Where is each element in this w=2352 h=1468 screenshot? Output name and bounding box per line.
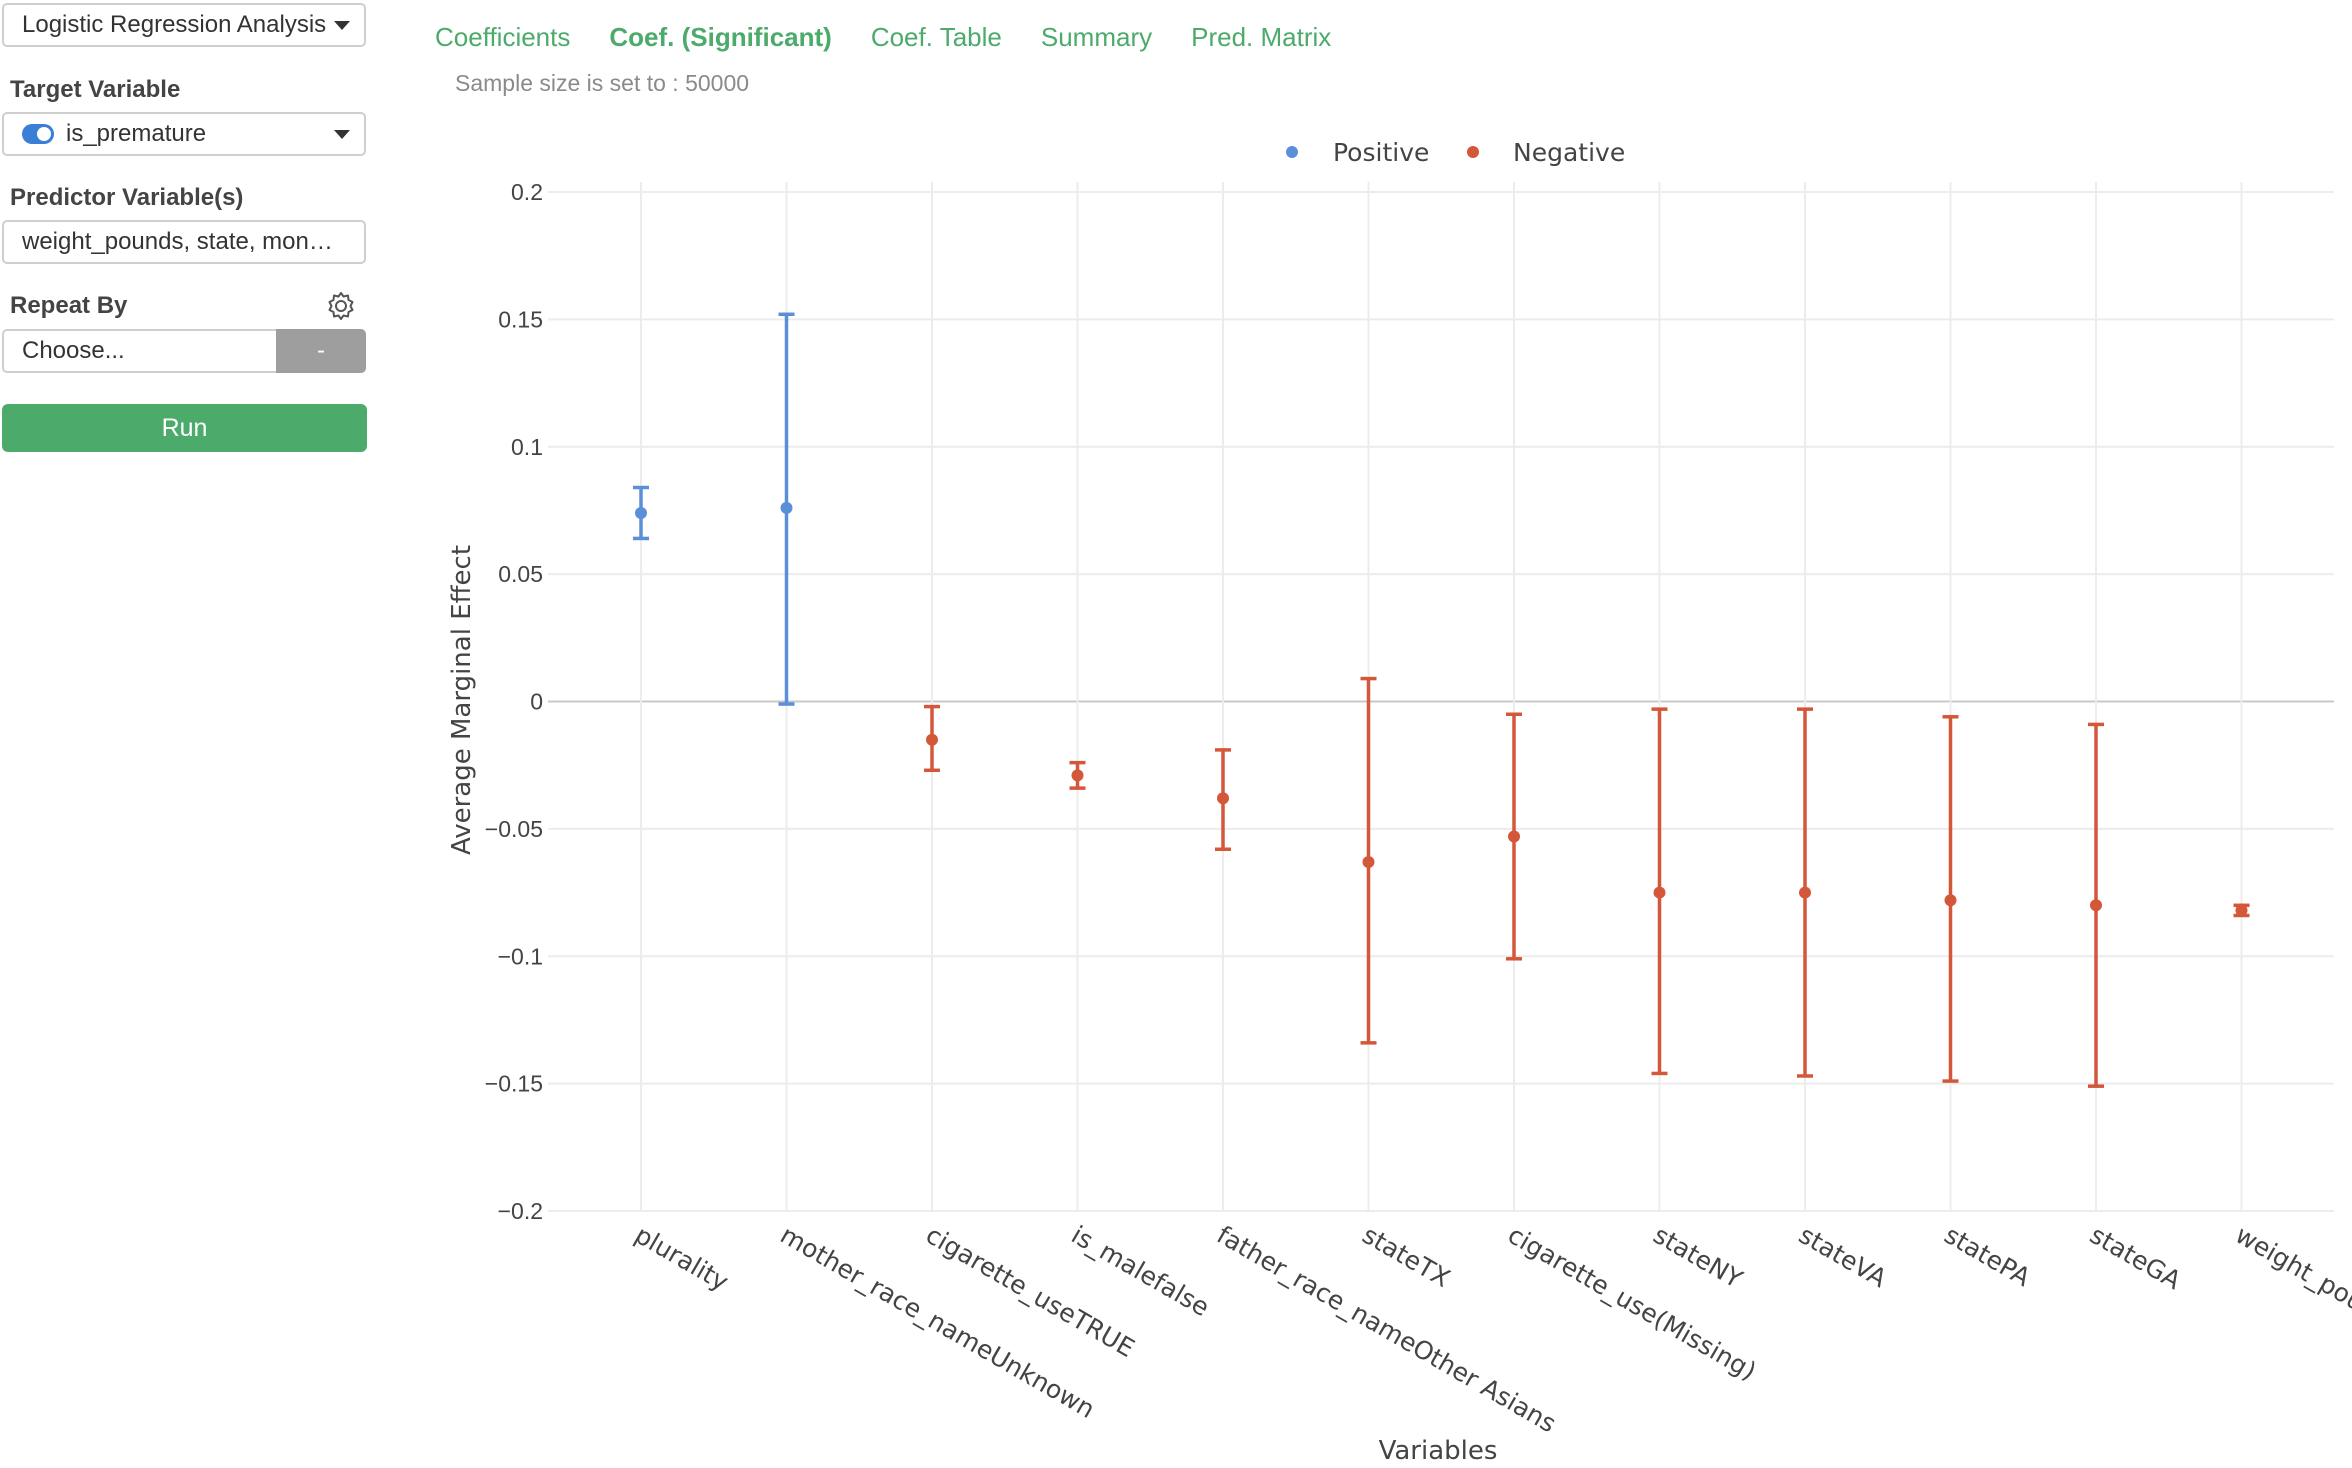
result-tabs: Coefficients Coef. (Significant) Coef. T… bbox=[435, 22, 1370, 53]
legend-marker bbox=[1467, 146, 1479, 158]
x-tick-label: is_malefalse bbox=[1067, 1220, 1215, 1322]
predictor-variables-value: weight_pounds, state, mon… bbox=[22, 228, 333, 255]
gear-icon[interactable] bbox=[326, 291, 356, 321]
target-variable-select[interactable]: is_premature bbox=[2, 112, 366, 156]
x-tick-label: cigarette_use(Missing) bbox=[1503, 1220, 1761, 1386]
data-point bbox=[1653, 886, 1666, 899]
x-tick-label: statePA bbox=[1940, 1220, 2036, 1292]
chevron-down-icon bbox=[334, 21, 350, 30]
error-bar-point[interactable] bbox=[924, 704, 940, 773]
y-tick-label: 0 bbox=[530, 689, 543, 715]
error-bar-point[interactable] bbox=[1360, 676, 1377, 1045]
error-bar-point[interactable] bbox=[1651, 707, 1668, 1076]
data-point bbox=[2090, 899, 2102, 912]
grid-lines bbox=[548, 182, 2334, 1212]
x-tick-label: stateVA bbox=[1794, 1220, 1892, 1293]
x-tick-label: stateNY bbox=[1649, 1220, 1748, 1294]
target-variable-value: is_premature bbox=[66, 120, 207, 147]
error-bars bbox=[633, 312, 2250, 1088]
x-axis-ticks: plurality mother_race_nameUnknowncigarett… bbox=[630, 1220, 2352, 1438]
repeat-by-placeholder: Choose... bbox=[22, 337, 125, 364]
sample-size-note: Sample size is set to : 50000 bbox=[455, 70, 750, 96]
analysis-type-select[interactable]: Logistic Regression Analysis bbox=[2, 3, 366, 47]
y-axis-title: Average Marginal Effect bbox=[447, 545, 477, 855]
target-variable-label: Target Variable bbox=[10, 76, 181, 103]
legend-item[interactable]: Positive bbox=[1286, 138, 1429, 167]
data-point bbox=[1217, 792, 1229, 805]
y-tick-label: −0.15 bbox=[485, 1071, 543, 1097]
y-tick-label: 0.1 bbox=[511, 434, 543, 460]
y-tick-label: 0.15 bbox=[498, 306, 543, 332]
predictor-variables-field[interactable]: weight_pounds, state, mon… bbox=[2, 220, 366, 264]
sidebar: Logistic Regression Analysis Target Vari… bbox=[0, 0, 375, 1468]
tab-coef-table[interactable]: Coef. Table bbox=[870, 22, 1002, 52]
repeat-by-clear-button[interactable]: - bbox=[276, 329, 366, 373]
y-axis-ticks: 0.2 0.15 0.1 0.05 0 −0.05 −0.1 −0.15 −0.2 bbox=[485, 179, 543, 1224]
error-bar-point[interactable] bbox=[633, 485, 649, 541]
tab-pred-matrix[interactable]: Pred. Matrix bbox=[1191, 22, 1332, 52]
legend[interactable]: Positive Negative bbox=[1286, 138, 1625, 167]
tab-summary[interactable]: Summary bbox=[1040, 22, 1153, 52]
data-point bbox=[926, 733, 938, 746]
error-bar-point[interactable] bbox=[2088, 722, 2104, 1088]
repeat-by-label: Repeat By bbox=[10, 292, 128, 319]
x-tick-label: stateGA bbox=[2085, 1220, 2186, 1295]
x-axis-title: Variables bbox=[1379, 1436, 1498, 1466]
y-tick-label: 0.2 bbox=[511, 179, 543, 205]
data-point bbox=[1799, 886, 1811, 899]
error-bar-point[interactable] bbox=[2233, 903, 2250, 918]
x-tick-label: stateTX bbox=[1358, 1220, 1455, 1293]
data-point bbox=[2235, 904, 2248, 917]
y-tick-label: −0.1 bbox=[498, 943, 543, 969]
error-bar-point[interactable] bbox=[1215, 748, 1231, 852]
data-point bbox=[1944, 894, 1957, 907]
error-bar-point[interactable] bbox=[1797, 707, 1813, 1078]
error-bar-point[interactable] bbox=[1069, 760, 1086, 790]
tab-coefficients[interactable]: Coefficients bbox=[435, 22, 571, 52]
chevron-down-icon bbox=[334, 130, 350, 139]
data-point bbox=[780, 501, 793, 514]
predictor-variables-label: Predictor Variable(s) bbox=[10, 184, 244, 211]
error-bar-point[interactable] bbox=[1506, 712, 1522, 961]
legend-item[interactable]: Negative bbox=[1467, 138, 1625, 167]
data-point bbox=[1071, 769, 1084, 782]
run-button[interactable]: Run bbox=[2, 404, 367, 452]
data-point bbox=[635, 506, 647, 519]
error-bar-point[interactable] bbox=[1942, 715, 1959, 1083]
analysis-type-value: Logistic Regression Analysis bbox=[22, 11, 327, 38]
x-tick-label: weight_pounds bbox=[2231, 1220, 2352, 1339]
data-point bbox=[1362, 855, 1375, 868]
error-bar-point[interactable] bbox=[778, 312, 795, 706]
toggle-icon bbox=[22, 124, 54, 144]
data-point bbox=[1508, 830, 1520, 843]
x-tick-label: plurality bbox=[630, 1220, 734, 1297]
y-tick-label: −0.2 bbox=[498, 1198, 543, 1224]
repeat-by-input[interactable]: Choose... bbox=[2, 329, 278, 373]
y-tick-label: 0.05 bbox=[498, 561, 543, 587]
legend-label: Positive bbox=[1333, 138, 1429, 167]
legend-marker bbox=[1286, 146, 1298, 158]
legend-label: Negative bbox=[1513, 138, 1625, 167]
tab-coef-significant[interactable]: Coef. (Significant) bbox=[609, 22, 832, 52]
y-tick-label: −0.05 bbox=[485, 816, 543, 842]
